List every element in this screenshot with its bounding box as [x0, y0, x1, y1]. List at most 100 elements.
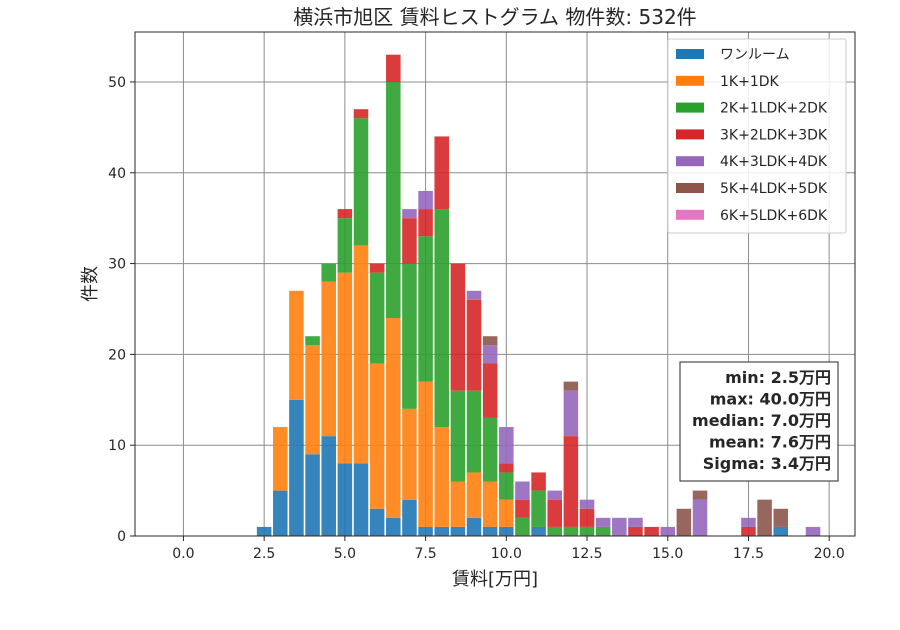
stats-frame: [679, 361, 839, 482]
histogram-bar: [595, 517, 611, 527]
histogram-bar: [757, 499, 772, 536]
histogram-bar: [515, 499, 530, 518]
histogram-bar: [692, 490, 708, 500]
x-tick-label: 17.5: [733, 546, 764, 562]
histogram-bar: [369, 508, 385, 536]
histogram-bar: [402, 499, 417, 536]
legend-swatch: [676, 183, 704, 193]
legend-swatch: [676, 49, 704, 59]
histogram-bar: [337, 463, 353, 536]
legend-label: 6K+5LDK+6DK: [720, 208, 828, 224]
histogram-bar: [547, 499, 562, 527]
histogram-bar: [386, 54, 401, 82]
legend-label: ワンルーム: [720, 47, 790, 63]
histogram-bar: [273, 427, 288, 491]
histogram-bar: [450, 481, 466, 527]
histogram-bar: [563, 381, 579, 391]
histogram-bar: [256, 526, 272, 536]
stats-line: median: 7.0万円: [692, 411, 831, 430]
histogram-bar: [547, 490, 562, 500]
histogram-bar: [499, 427, 514, 464]
histogram-bar: [692, 499, 708, 536]
stats-line: mean: 7.6万円: [709, 433, 831, 452]
histogram-bar: [499, 472, 514, 500]
histogram-bar: [353, 109, 369, 119]
histogram-bar: [482, 363, 498, 418]
x-tick-label: 20.0: [814, 546, 845, 562]
histogram-bar: [337, 272, 353, 464]
histogram-bar: [321, 263, 336, 282]
histogram-bar: [402, 408, 417, 500]
x-tick-label: 2.5: [253, 546, 275, 562]
histogram-bar: [418, 381, 433, 527]
histogram-bar: [628, 517, 643, 527]
histogram-bar: [482, 526, 498, 536]
histogram-bar: [482, 336, 498, 346]
histogram-bar: [353, 118, 369, 246]
histogram-bar: [579, 526, 595, 536]
x-tick-label: 10.0: [491, 546, 522, 562]
legend-label: 1K+1DK: [720, 74, 780, 90]
histogram-bar: [353, 245, 369, 464]
histogram-bar: [563, 526, 579, 536]
histogram-bar: [418, 236, 433, 382]
histogram-bar: [531, 490, 546, 527]
stats-line: Sigma: 3.4万円: [703, 454, 831, 473]
y-tick-label: 30: [108, 257, 126, 273]
histogram-bar: [434, 427, 449, 527]
y-tick-label: 20: [108, 347, 126, 363]
histogram-bar: [741, 526, 756, 536]
plot-frame: [134, 31, 856, 537]
histogram-bar: [289, 399, 304, 536]
histogram-bar: [386, 318, 401, 518]
histogram-bar: [531, 526, 546, 536]
histogram-bar: [418, 526, 433, 536]
histogram-bar: [482, 417, 498, 482]
histogram-bar: [660, 526, 675, 536]
histogram-bar: [773, 526, 789, 536]
histogram-bar: [369, 363, 385, 509]
histogram-bar: [612, 517, 627, 536]
histogram-bar: [547, 526, 562, 536]
histogram-bar: [482, 481, 498, 527]
x-tick-label: 7.5: [414, 546, 436, 562]
histogram-bar: [563, 390, 579, 437]
histogram-bar: [305, 345, 320, 455]
legend-swatch: [676, 75, 704, 86]
histogram-bar: [628, 526, 643, 536]
histogram-bar: [499, 499, 514, 527]
histogram-bar: [515, 481, 530, 500]
histogram-bar: [402, 209, 417, 219]
histogram-bar: [579, 499, 595, 509]
histogram-bar: [386, 81, 401, 319]
histogram-bar: [418, 209, 433, 237]
histogram-bar: [321, 436, 336, 536]
histogram-bar: [644, 526, 659, 536]
stats-line: max: 40.0万円: [710, 390, 831, 409]
histogram-bar: [466, 517, 482, 536]
histogram-bar: [741, 517, 756, 527]
histogram-bar: [353, 463, 369, 536]
histogram-bar: [466, 299, 482, 391]
histogram-bar: [515, 517, 530, 536]
histogram-bar: [450, 526, 466, 536]
histogram-bar: [337, 218, 353, 273]
y-axis-title: 件数: [80, 266, 101, 302]
histogram-bar: [531, 472, 546, 491]
histogram-bar: [450, 390, 466, 482]
histogram-bar: [369, 272, 385, 364]
x-tick-label: 5.0: [334, 546, 356, 562]
legend-frame: [667, 38, 847, 234]
histogram-bar: [402, 263, 417, 409]
y-tick-label: 10: [108, 438, 126, 454]
histogram-bar: [805, 526, 821, 536]
histogram-bar: [434, 136, 449, 210]
histogram-bar: [273, 490, 288, 536]
legend-label: 5K+4LDK+5DK: [720, 181, 828, 197]
x-tick-label: 15.0: [652, 546, 683, 562]
histogram-bar: [418, 190, 433, 210]
histogram-bar: [434, 209, 449, 428]
histogram-bar: [450, 263, 466, 391]
legend-swatch: [676, 102, 704, 113]
